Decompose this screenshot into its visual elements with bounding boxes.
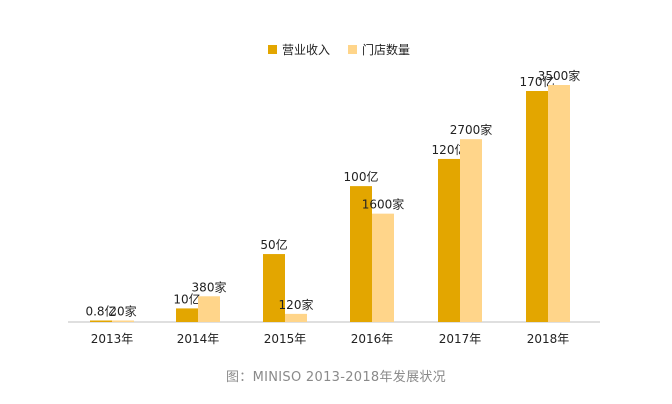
bar-stores-4	[372, 213, 394, 322]
x-tick-label-4: 2016年	[351, 332, 394, 346]
data-label-revenue-1: 0.8亿	[85, 304, 116, 319]
bar-revenue-5	[438, 158, 460, 322]
bar-stores-5	[460, 139, 482, 322]
legend-swatch-revenue	[268, 45, 277, 54]
data-label-stores-3: 120家	[279, 297, 314, 312]
data-label-revenue-2: 10亿	[173, 291, 200, 306]
bar-revenue-6	[526, 91, 548, 322]
data-label-stores-6: 3500家	[538, 68, 581, 83]
bar-revenue-2	[176, 308, 198, 322]
data-label-revenue-3: 50亿	[260, 237, 287, 252]
data-label-revenue-6: 170亿	[520, 74, 555, 89]
data-label-revenue-4: 100亿	[344, 169, 379, 184]
legend-label-revenue: 营业收入	[282, 43, 330, 57]
bar-revenue-4	[350, 186, 372, 322]
x-tick-label-6: 2018年	[527, 332, 570, 346]
data-label-stores-5: 2700家	[450, 122, 493, 137]
bar-revenue-1	[90, 320, 112, 322]
bar-stores-6	[548, 85, 570, 322]
data-label-revenue-5: 120亿	[432, 142, 467, 157]
legend-swatch-stores	[348, 45, 357, 54]
data-label-stores-4: 1600家	[362, 197, 405, 212]
data-label-stores-1: 20家	[109, 304, 136, 319]
x-tick-label-1: 2013年	[91, 332, 134, 346]
x-tick-label-2: 2014年	[177, 332, 220, 346]
x-tick-label-5: 2017年	[439, 332, 482, 346]
chart-caption: 图：MINISO 2013-2018年发展状况	[226, 370, 446, 385]
bar-revenue-3	[263, 254, 285, 322]
x-tick-label-3: 2015年	[264, 332, 307, 346]
data-label-stores-2: 380家	[192, 279, 227, 294]
bar-stores-3	[285, 313, 307, 322]
legend-label-stores: 门店数量	[362, 42, 410, 57]
bar-stores-2	[198, 296, 220, 322]
bar-stores-1	[112, 320, 134, 322]
